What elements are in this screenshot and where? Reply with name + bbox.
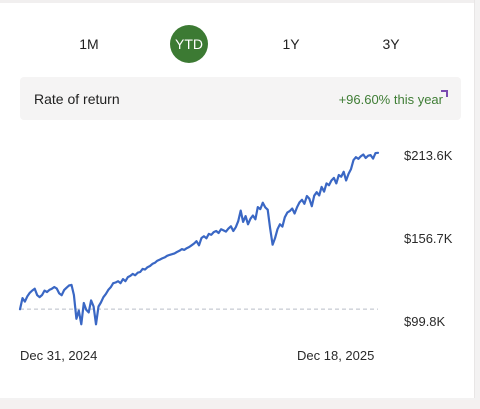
y-tick-label-mid: $156.7K: [404, 231, 453, 246]
tab-1m[interactable]: 1M: [79, 36, 99, 52]
rate-of-return-value: +96.60% this year: [338, 92, 443, 107]
tab-1y[interactable]: 1Y: [282, 36, 300, 52]
tab-ytd[interactable]: YTD: [170, 25, 208, 63]
tab-3y[interactable]: 3Y: [382, 36, 400, 52]
time-range-tabs: 1M YTD 1Y 3Y: [0, 25, 474, 63]
y-tick-label-top: $213.6K: [404, 148, 453, 163]
bottom-strip: [0, 400, 480, 409]
portfolio-value-line[interactable]: [18, 151, 380, 326]
x-tick-label-start: Dec 31, 2024: [20, 348, 98, 363]
portfolio-performance-card: 1M YTD 1Y 3Y Rate of return +96.60% this…: [0, 0, 475, 398]
y-tick-label-bottom: $99.8K: [404, 314, 446, 329]
rate-of-return-row[interactable]: Rate of return +96.60% this year: [20, 77, 461, 120]
performance-line-chart: [18, 151, 380, 326]
top-divider: [0, 0, 474, 3]
x-tick-label-end: Dec 18, 2025: [297, 348, 375, 363]
rate-of-return-label: Rate of return: [34, 91, 120, 107]
expand-corner-icon[interactable]: [441, 90, 448, 97]
